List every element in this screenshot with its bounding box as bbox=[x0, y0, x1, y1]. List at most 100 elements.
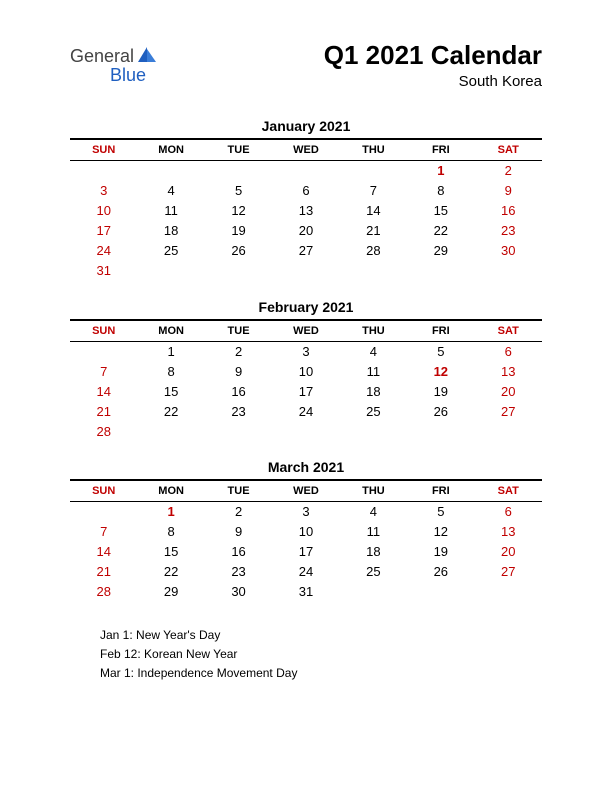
month-block: February 2021SUNMONTUEWEDTHUFRISAT123456… bbox=[70, 299, 542, 442]
header: GeneralBlue Q1 2021 Calendar South Korea bbox=[70, 40, 542, 90]
day-cell: 25 bbox=[137, 241, 204, 261]
day-header: MON bbox=[137, 320, 204, 342]
day-cell: 5 bbox=[407, 341, 474, 361]
table-row: 14151617181920 bbox=[70, 542, 542, 562]
table-row: 123456 bbox=[70, 502, 542, 522]
day-cell: 28 bbox=[70, 582, 137, 602]
day-cell bbox=[407, 261, 474, 281]
day-cell: 23 bbox=[205, 562, 272, 582]
day-cell: 9 bbox=[205, 361, 272, 381]
day-cell: 2 bbox=[205, 341, 272, 361]
day-cell: 18 bbox=[340, 542, 407, 562]
day-cell: 11 bbox=[137, 201, 204, 221]
table-row: 21222324252627 bbox=[70, 401, 542, 421]
day-cell: 18 bbox=[137, 221, 204, 241]
day-cell: 17 bbox=[272, 381, 339, 401]
day-header: THU bbox=[340, 480, 407, 502]
day-cell: 20 bbox=[475, 381, 542, 401]
day-cell bbox=[70, 341, 137, 361]
table-row: 14151617181920 bbox=[70, 381, 542, 401]
table-row: 78910111213 bbox=[70, 361, 542, 381]
day-cell: 25 bbox=[340, 562, 407, 582]
day-cell bbox=[137, 261, 204, 281]
calendar-table: SUNMONTUEWEDTHUFRISAT1234567891011121314… bbox=[70, 319, 542, 442]
day-cell: 11 bbox=[340, 361, 407, 381]
calendar-table: SUNMONTUEWEDTHUFRISAT1234567891011121314… bbox=[70, 479, 542, 602]
day-cell: 12 bbox=[407, 522, 474, 542]
day-cell: 29 bbox=[407, 241, 474, 261]
day-cell: 23 bbox=[475, 221, 542, 241]
day-cell bbox=[475, 421, 542, 441]
day-cell: 20 bbox=[475, 542, 542, 562]
day-header: FRI bbox=[407, 139, 474, 161]
table-row: 12 bbox=[70, 161, 542, 181]
day-cell: 10 bbox=[272, 522, 339, 542]
day-cell: 1 bbox=[137, 502, 204, 522]
day-header: SUN bbox=[70, 320, 137, 342]
day-cell: 10 bbox=[272, 361, 339, 381]
table-row: 3456789 bbox=[70, 181, 542, 201]
logo-text-general: General bbox=[70, 46, 134, 67]
day-header: MON bbox=[137, 139, 204, 161]
month-block: January 2021SUNMONTUEWEDTHUFRISAT1234567… bbox=[70, 118, 542, 281]
day-cell: 13 bbox=[475, 361, 542, 381]
day-header: FRI bbox=[407, 480, 474, 502]
table-row: 123456 bbox=[70, 341, 542, 361]
day-cell: 30 bbox=[475, 241, 542, 261]
day-cell: 27 bbox=[475, 562, 542, 582]
month-block: March 2021SUNMONTUEWEDTHUFRISAT123456789… bbox=[70, 459, 542, 602]
day-cell bbox=[137, 161, 204, 181]
day-cell bbox=[70, 161, 137, 181]
day-cell: 4 bbox=[340, 341, 407, 361]
day-cell bbox=[407, 582, 474, 602]
page-title: Q1 2021 Calendar bbox=[324, 40, 542, 71]
day-cell: 3 bbox=[272, 341, 339, 361]
day-cell: 31 bbox=[70, 261, 137, 281]
day-cell: 4 bbox=[340, 502, 407, 522]
day-cell: 19 bbox=[407, 381, 474, 401]
page-subtitle: South Korea bbox=[324, 73, 542, 90]
day-cell: 5 bbox=[205, 181, 272, 201]
day-cell bbox=[475, 261, 542, 281]
day-cell: 2 bbox=[205, 502, 272, 522]
day-cell bbox=[475, 582, 542, 602]
day-cell: 9 bbox=[475, 181, 542, 201]
day-cell: 26 bbox=[407, 401, 474, 421]
day-header: SAT bbox=[475, 480, 542, 502]
day-cell: 21 bbox=[340, 221, 407, 241]
holiday-note: Feb 12: Korean New Year bbox=[100, 645, 542, 664]
table-row: 21222324252627 bbox=[70, 562, 542, 582]
day-cell: 26 bbox=[205, 241, 272, 261]
months-container: January 2021SUNMONTUEWEDTHUFRISAT1234567… bbox=[70, 118, 542, 602]
day-cell bbox=[205, 161, 272, 181]
day-cell: 22 bbox=[137, 401, 204, 421]
day-cell bbox=[340, 161, 407, 181]
day-cell: 13 bbox=[475, 522, 542, 542]
month-title: February 2021 bbox=[70, 299, 542, 315]
day-cell: 29 bbox=[137, 582, 204, 602]
day-cell: 3 bbox=[70, 181, 137, 201]
day-cell: 16 bbox=[475, 201, 542, 221]
day-cell bbox=[272, 261, 339, 281]
day-cell bbox=[272, 421, 339, 441]
day-cell: 22 bbox=[407, 221, 474, 241]
month-title: March 2021 bbox=[70, 459, 542, 475]
day-header: TUE bbox=[205, 480, 272, 502]
table-row: 17181920212223 bbox=[70, 221, 542, 241]
table-row: 28293031 bbox=[70, 582, 542, 602]
day-cell: 1 bbox=[137, 341, 204, 361]
day-cell: 6 bbox=[475, 502, 542, 522]
day-cell: 10 bbox=[70, 201, 137, 221]
table-row: 31 bbox=[70, 261, 542, 281]
day-cell: 13 bbox=[272, 201, 339, 221]
day-cell: 31 bbox=[272, 582, 339, 602]
day-cell: 19 bbox=[407, 542, 474, 562]
day-cell: 20 bbox=[272, 221, 339, 241]
day-cell: 25 bbox=[340, 401, 407, 421]
day-cell: 21 bbox=[70, 401, 137, 421]
day-cell bbox=[407, 421, 474, 441]
day-cell: 5 bbox=[407, 502, 474, 522]
day-cell: 4 bbox=[137, 181, 204, 201]
month-title: January 2021 bbox=[70, 118, 542, 134]
day-cell: 26 bbox=[407, 562, 474, 582]
